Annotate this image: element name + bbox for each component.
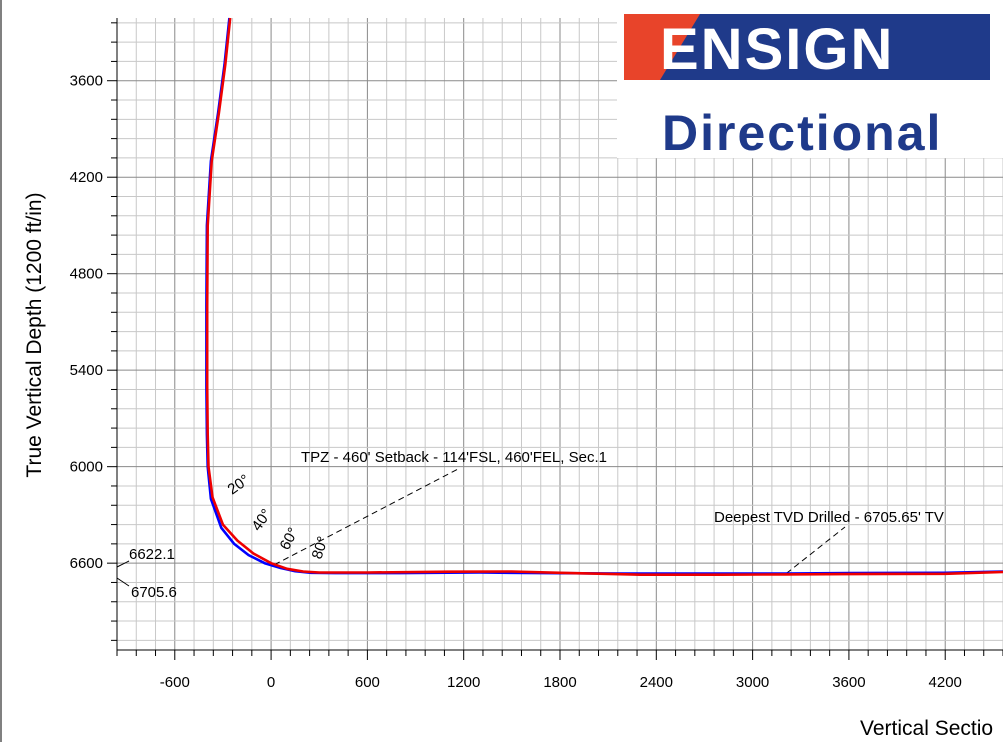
tpz-leader-line <box>274 467 461 566</box>
series-line-2 <box>205 17 1003 576</box>
x-tick-label: 0 <box>267 674 275 691</box>
y-axis-title: True Vertical Depth (1200 ft/in) <box>23 192 46 477</box>
x-tick-label: 3000 <box>736 674 769 691</box>
x-tick-label: 2400 <box>640 674 673 691</box>
tpz-annotation: TPZ - 460' Setback - 114'FSL, 460'FEL, S… <box>301 449 607 466</box>
axes <box>107 18 1003 660</box>
x-tick-label: 4200 <box>929 674 962 691</box>
y-tick-label: 4800 <box>70 266 103 283</box>
x-axis-title: Vertical Sectio <box>860 717 993 740</box>
x-tick-label: 600 <box>355 674 380 691</box>
logo-text-ensign: ENSIGN <box>660 17 894 82</box>
tvd-6705-leader <box>116 577 130 587</box>
x-tick-label: 3600 <box>832 674 865 691</box>
annotation-leaders <box>116 467 846 587</box>
y-tick-labels: 3600 4200 4800 5400 6000 6600 <box>70 73 103 572</box>
logo-text-directional: Directional <box>662 105 942 161</box>
deepest-leader-line <box>786 526 846 574</box>
x-tick-labels: -600 0 600 1200 1800 2400 3000 3600 4200 <box>160 674 962 691</box>
inclination-80-label: 80° <box>309 534 332 561</box>
tvd-6622-leader <box>116 560 130 568</box>
tvd-label-6622: 6622.1 <box>129 546 175 563</box>
y-tick-label: 3600 <box>70 73 103 90</box>
series-group <box>205 17 1003 576</box>
x-tick-label: 1200 <box>447 674 480 691</box>
y-tick-label: 5400 <box>70 362 103 379</box>
y-tick-label: 4200 <box>70 169 103 186</box>
y-tick-label: 6600 <box>70 555 103 572</box>
grid <box>116 18 1003 650</box>
y-tick-label: 6000 <box>70 459 103 476</box>
deepest-tvd-annotation: Deepest TVD Drilled - 6705.65' TV <box>714 509 944 526</box>
x-tick-label: -600 <box>160 674 190 691</box>
ensign-directional-logo: ENSIGN Directional <box>617 0 1003 161</box>
x-tick-label: 1800 <box>543 674 576 691</box>
logo-red-wedge <box>624 14 700 80</box>
tvd-label-6705: 6705.6 <box>131 584 177 601</box>
